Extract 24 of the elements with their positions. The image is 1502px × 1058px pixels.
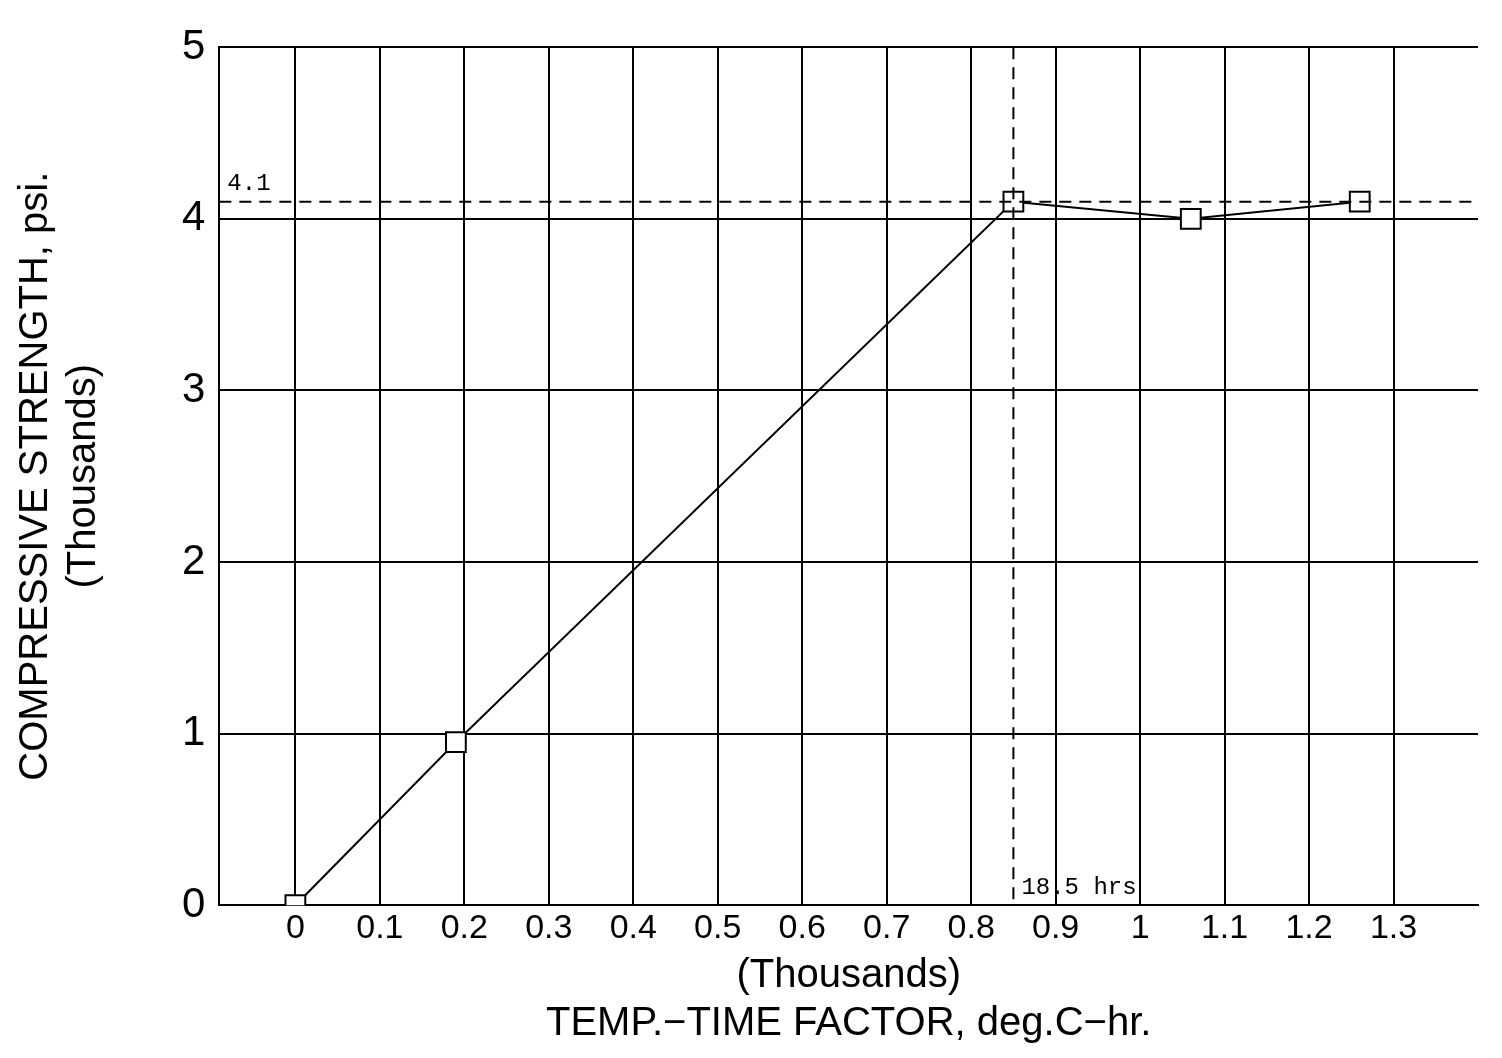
- x-tick-label: 0.6: [778, 906, 826, 945]
- x-tick-label: 0.1: [356, 906, 404, 945]
- x-tick-label: 1.1: [1200, 906, 1249, 945]
- x-tick-label: 0: [285, 906, 305, 945]
- x-tick-label: 1: [1130, 906, 1150, 945]
- x-tick-label: 0.8: [947, 906, 995, 945]
- x-tick-label: 1.2: [1285, 906, 1333, 945]
- x-tick-label: 0.9: [1032, 906, 1080, 945]
- point: [1348, 190, 1371, 213]
- x-tick-label: 0.2: [440, 906, 488, 945]
- y-axis-title: COMPRESSIVE STRENGTH, psi. (Thousands): [11, 171, 104, 781]
- y-tick-label: 2: [182, 535, 206, 583]
- point: [1179, 207, 1202, 230]
- x-tick-label: 1.3: [1369, 906, 1418, 945]
- y-tick-label: 5: [182, 20, 206, 68]
- x-tick-label: 0.7: [863, 906, 911, 945]
- x-tick-label: 0.4: [609, 906, 657, 945]
- y-tick-label: 3: [182, 363, 206, 411]
- y-tick-label: 1: [182, 707, 206, 755]
- x-axis-title: (Thousands) TEMP.−TIME FACTOR, deg.C−hr.: [545, 951, 1152, 1044]
- ref-line-label: 4.1: [227, 170, 271, 197]
- x-tick-label: 0.3: [525, 906, 573, 945]
- y-tick-label: 4: [182, 192, 206, 240]
- x-tick-label: 0.5: [694, 906, 742, 945]
